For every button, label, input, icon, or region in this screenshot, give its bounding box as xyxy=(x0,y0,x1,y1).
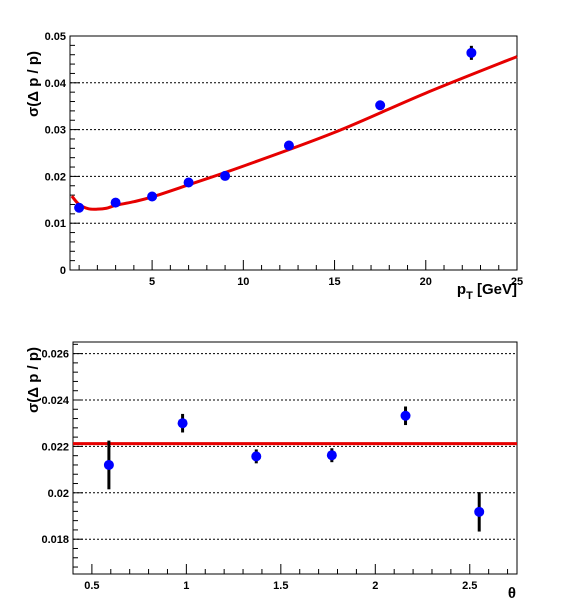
x-tick-label: 5 xyxy=(149,276,155,288)
x-axis-label: pT [GeV] xyxy=(457,281,517,302)
x-tick-label: 2.5 xyxy=(462,580,477,592)
y-tick-label: 0.04 xyxy=(45,78,67,90)
y-axis-label: σ(Δ p / p) xyxy=(25,347,42,413)
y-tick-label: 0.022 xyxy=(41,441,69,453)
data-point xyxy=(326,450,337,461)
y-tick-label: 0.02 xyxy=(45,171,66,183)
x-tick-label: 1.5 xyxy=(273,580,288,592)
plot-frame xyxy=(69,35,518,271)
data-point xyxy=(220,170,231,181)
x-axis-label: θ xyxy=(508,585,516,602)
plot-frame xyxy=(72,341,518,575)
data-point xyxy=(147,191,158,202)
data-point xyxy=(474,506,485,517)
data-point xyxy=(183,177,194,188)
y-tick-label: 0.024 xyxy=(41,395,69,407)
y-tick-label: 0 xyxy=(60,265,66,277)
fit-curve xyxy=(70,55,518,211)
y-tick-label: 0.01 xyxy=(45,218,66,230)
x-tick-label: 20 xyxy=(420,276,432,288)
data-point xyxy=(283,140,294,151)
x-tick-label: 10 xyxy=(237,276,249,288)
x-tick-label: 2 xyxy=(372,580,378,592)
data-point xyxy=(110,197,121,208)
data-point xyxy=(103,459,114,470)
y-axis-label: σ(Δ p / p) xyxy=(25,51,42,117)
x-tick-label: 1 xyxy=(183,580,189,592)
x-tick-label: 25 xyxy=(511,276,523,288)
data-point xyxy=(375,100,386,111)
data-point xyxy=(177,418,188,429)
y-tick-label: 0.05 xyxy=(45,31,66,43)
x-tick-label: 0.5 xyxy=(84,580,99,592)
y-tick-label: 0.026 xyxy=(41,349,69,361)
pt-resolution-plot: 5 10 15 20 25 0 0.01 0.02 0.03 0.04 0.05 pT [GeV] σ(… xyxy=(25,31,523,302)
data-point xyxy=(400,410,411,421)
y-tick-label: 0.018 xyxy=(41,534,69,546)
y-tick-label: 0.03 xyxy=(45,125,66,137)
data-point xyxy=(74,202,85,213)
data-point xyxy=(251,451,262,462)
x-tick-label: 15 xyxy=(328,276,340,288)
theta-resolution-plot: 0.5 1 1.5 2 2.5 0.018 0.02 0.022 0.024 0.026 θ σ(Δ … xyxy=(25,341,518,602)
data-point xyxy=(466,47,477,58)
y-tick-label: 0.02 xyxy=(48,488,69,500)
